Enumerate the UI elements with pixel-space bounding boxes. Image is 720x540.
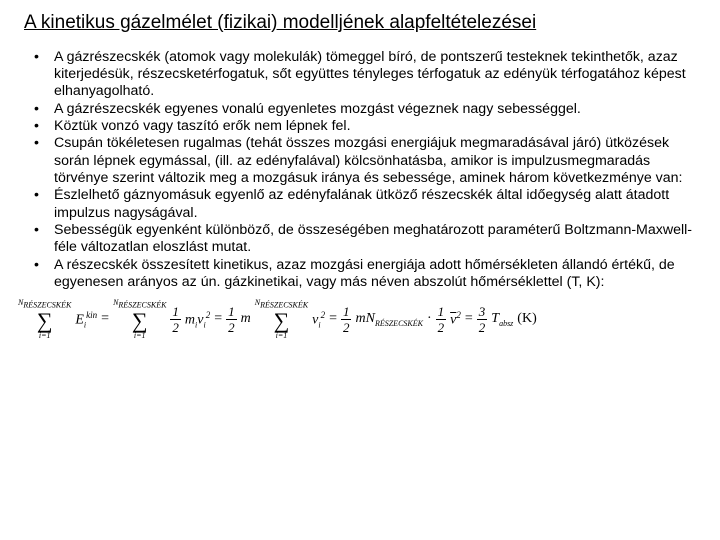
N3: N bbox=[366, 311, 375, 326]
E: E bbox=[75, 312, 84, 327]
three-half: 3 2 bbox=[477, 305, 488, 334]
half-1: 1 2 bbox=[170, 305, 181, 334]
vbar2: v2 bbox=[450, 310, 461, 329]
list-item: A gázrészecskék egyenes vonalú egyenlete… bbox=[50, 101, 696, 118]
sigma-icon: ∑ bbox=[274, 310, 290, 332]
v3-sub: i bbox=[318, 320, 320, 329]
frac-d5: 2 bbox=[477, 320, 488, 334]
vbar-sup: 2 bbox=[456, 310, 461, 320]
dot-1: · bbox=[427, 311, 432, 327]
sigma-2: NRÉSZECSKÉK ∑ i=1 bbox=[113, 299, 166, 340]
slide-root: A kinetikus gázelmélet (fizikai) modellj… bbox=[0, 0, 720, 348]
list-item: Sebességük egyenként különböző, de össze… bbox=[50, 222, 696, 257]
equation-row: NRÉSZECSKÉK ∑ i=1 Eikin = NRÉSZECSKÉK ∑ … bbox=[18, 299, 696, 340]
sigma-3: NRÉSZECSKÉK ∑ i=1 bbox=[255, 299, 308, 340]
N3-sub: RÉSZECSKÉK bbox=[375, 319, 423, 328]
frac-n3: 1 bbox=[341, 305, 352, 320]
sigma-icon: ∑ bbox=[37, 310, 53, 332]
equals-3: = bbox=[329, 311, 337, 327]
mv2-i: mivi2 bbox=[185, 310, 210, 329]
term-E: Eikin bbox=[75, 310, 97, 329]
frac-d3: 2 bbox=[341, 320, 352, 334]
sum3-bot: i=1 bbox=[276, 332, 288, 340]
frac-n2: 1 bbox=[226, 305, 237, 320]
m: m bbox=[185, 312, 195, 327]
bullet-list: A gázrészecskék (atomok vagy molekulák) … bbox=[24, 49, 696, 291]
T: T bbox=[491, 311, 499, 326]
frac-d4: 2 bbox=[436, 320, 447, 334]
list-item: A részecskék összesített kinetikus, azaz… bbox=[50, 257, 696, 292]
m2: m bbox=[241, 311, 251, 327]
mN: mNRÉSZECSKÉK bbox=[355, 311, 422, 328]
E-sup: kin bbox=[86, 310, 97, 320]
list-item: A gázrészecskék (atomok vagy molekulák) … bbox=[50, 49, 696, 101]
equals-4: = bbox=[465, 311, 473, 327]
v3-sup: 2 bbox=[321, 310, 326, 320]
unit-K: (K) bbox=[517, 311, 536, 327]
equals-2: = bbox=[214, 311, 222, 327]
v2-i: vi2 bbox=[312, 310, 325, 329]
v-sub: i bbox=[204, 320, 206, 329]
equals-1: = bbox=[101, 311, 109, 327]
sigma-1: NRÉSZECSKÉK ∑ i=1 bbox=[18, 299, 71, 340]
frac-n: 1 bbox=[170, 305, 181, 320]
half-2: 1 2 bbox=[226, 305, 237, 334]
frac-n5: 3 bbox=[477, 305, 488, 320]
T-sub: absz bbox=[499, 319, 513, 328]
half-3: 1 2 bbox=[341, 305, 352, 334]
sum2-bot: i=1 bbox=[134, 332, 146, 340]
list-item: Köztük vonzó vagy taszító erők nem lépne… bbox=[50, 118, 696, 135]
list-item: Észlelhető gáznyomásuk egyenlő az edényf… bbox=[50, 187, 696, 222]
m3: m bbox=[355, 311, 365, 326]
frac-d2: 2 bbox=[226, 320, 237, 334]
frac-d: 2 bbox=[170, 320, 181, 334]
sigma-icon: ∑ bbox=[132, 310, 148, 332]
Tabsz: Tabsz bbox=[491, 311, 513, 328]
list-item: Csupán tökéletesen rugalmas (tehát össze… bbox=[50, 135, 696, 187]
sum-bot: i=1 bbox=[39, 332, 51, 340]
half-4: 1 2 bbox=[436, 305, 447, 334]
E-sub: i bbox=[84, 320, 86, 329]
v-sup: 2 bbox=[206, 310, 211, 320]
slide-title: A kinetikus gázelmélet (fizikai) modellj… bbox=[24, 12, 696, 35]
frac-n4: 1 bbox=[436, 305, 447, 320]
